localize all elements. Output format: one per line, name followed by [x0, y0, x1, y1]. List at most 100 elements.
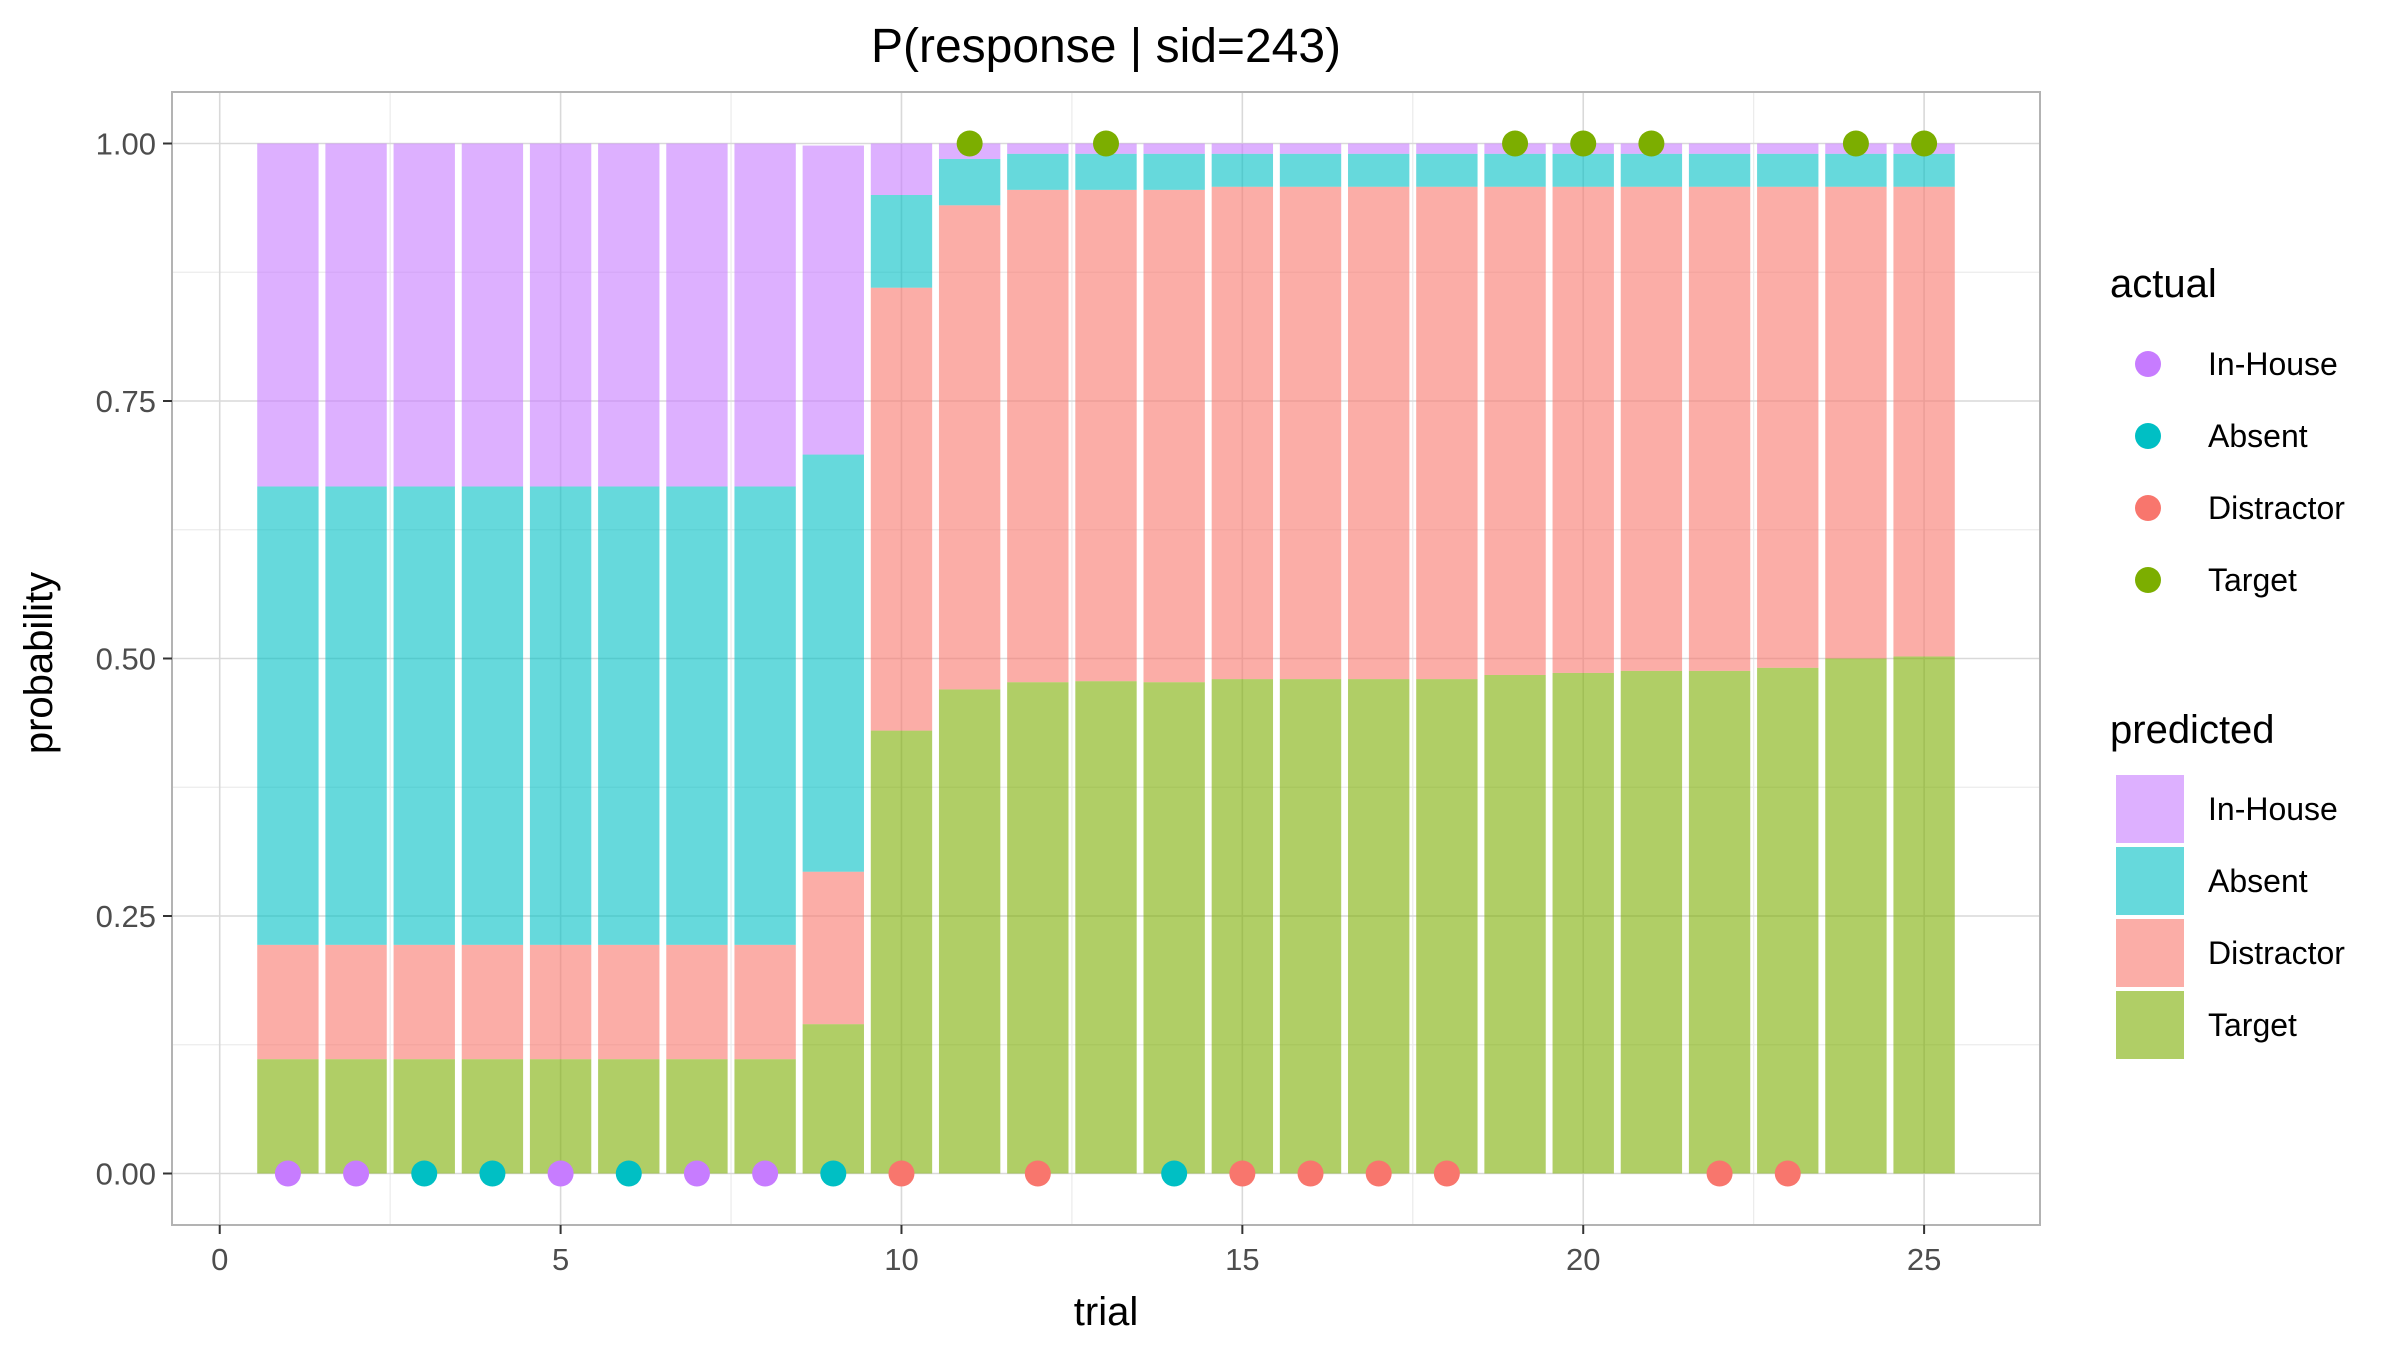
actual-point-in-house-trial-7 — [683, 1160, 710, 1187]
bar-absent-trial-15 — [1211, 153, 1274, 187]
bar-absent-trial-2 — [325, 486, 387, 945]
bar-absent-trial-6 — [598, 486, 660, 945]
y-tick-label: 0.75 — [96, 384, 156, 419]
bar-absent-trial-20 — [1552, 153, 1614, 187]
bar-in-house-trial-16 — [1279, 143, 1342, 154]
legend-actual-label: Target — [2208, 562, 2297, 598]
actual-point-distractor-trial-16 — [1297, 1160, 1324, 1187]
legend-actual-key-distractor — [2135, 495, 2161, 521]
bar-target-trial-11 — [938, 689, 1001, 1174]
legend-predicted-label: Absent — [2208, 863, 2308, 899]
bar-target-trial-1 — [257, 1059, 319, 1174]
bar-target-trial-18 — [1416, 679, 1478, 1174]
actual-point-absent-trial-14 — [1161, 1160, 1188, 1187]
x-tick-label: 25 — [1907, 1242, 1941, 1277]
x-tick-label: 5 — [552, 1242, 569, 1277]
bar-distractor-trial-4 — [461, 944, 524, 1060]
actual-point-target-trial-24 — [1842, 130, 1869, 157]
bar-in-house-trial-1 — [257, 143, 319, 487]
bar-target-trial-5 — [529, 1059, 592, 1174]
bar-absent-trial-17 — [1348, 153, 1410, 187]
bar-in-house-trial-6 — [598, 143, 660, 487]
legend-predicted-key-in-house — [2116, 775, 2184, 843]
bar-in-house-trial-5 — [529, 143, 592, 487]
bar-absent-trial-18 — [1416, 153, 1478, 187]
bar-absent-trial-21 — [1620, 153, 1683, 187]
bar-target-trial-10 — [870, 730, 933, 1174]
bar-absent-trial-4 — [461, 486, 524, 945]
bar-distractor-trial-17 — [1348, 186, 1410, 680]
bar-in-house-trial-18 — [1416, 143, 1478, 154]
bar-absent-trial-1 — [257, 486, 319, 945]
actual-point-in-house-trial-5 — [547, 1160, 574, 1187]
bar-absent-trial-13 — [1075, 153, 1137, 190]
actual-point-distractor-trial-12 — [1024, 1160, 1051, 1187]
legend-actual-label: Absent — [2208, 418, 2308, 454]
legend-predicted-key-absent — [2116, 847, 2184, 915]
bar-distractor-trial-16 — [1279, 186, 1342, 680]
legend-actual: actual In-House Absent Distractor Target — [2110, 262, 2345, 598]
bar-target-trial-8 — [734, 1059, 796, 1174]
bar-distractor-trial-20 — [1552, 186, 1614, 673]
bar-target-trial-13 — [1075, 681, 1137, 1174]
bar-absent-trial-11 — [938, 158, 1001, 206]
bar-distractor-trial-22 — [1688, 186, 1751, 671]
actual-point-in-house-trial-8 — [752, 1160, 779, 1187]
actual-point-target-trial-19 — [1502, 130, 1529, 157]
legend-actual-label: Distractor — [2208, 490, 2345, 526]
actual-point-distractor-trial-22 — [1706, 1160, 1733, 1187]
actual-point-distractor-trial-15 — [1229, 1160, 1256, 1187]
bar-target-trial-7 — [666, 1059, 728, 1174]
chart-title: P(response | sid=243) — [871, 20, 1341, 73]
actual-point-absent-trial-6 — [615, 1160, 642, 1187]
y-tick-label: 0.50 — [96, 642, 156, 677]
bar-distractor-trial-23 — [1757, 186, 1819, 668]
bar-absent-trial-19 — [1484, 153, 1546, 187]
bar-distractor-trial-7 — [666, 944, 728, 1060]
legend-actual-title: actual — [2110, 262, 2217, 306]
bar-target-trial-22 — [1688, 670, 1751, 1174]
actual-point-target-trial-25 — [1911, 130, 1938, 157]
legend-predicted-label: Target — [2208, 1007, 2297, 1043]
bar-target-trial-20 — [1552, 672, 1614, 1174]
bar-distractor-trial-9 — [802, 871, 864, 1025]
bar-distractor-trial-19 — [1484, 186, 1546, 675]
actual-point-distractor-trial-18 — [1433, 1160, 1460, 1187]
bar-distractor-trial-11 — [938, 205, 1001, 690]
bar-distractor-trial-18 — [1416, 186, 1478, 680]
actual-point-absent-trial-9 — [820, 1160, 847, 1187]
bar-absent-trial-5 — [529, 486, 592, 945]
bar-distractor-trial-10 — [870, 287, 933, 731]
bar-in-house-trial-23 — [1757, 143, 1819, 154]
actual-point-target-trial-13 — [1093, 130, 1119, 157]
bar-target-trial-24 — [1825, 658, 1887, 1174]
bar-distractor-trial-3 — [393, 944, 455, 1060]
bar-absent-trial-10 — [870, 195, 933, 288]
actual-point-distractor-trial-17 — [1365, 1160, 1392, 1187]
bar-in-house-trial-3 — [393, 143, 455, 487]
bar-in-house-trial-4 — [461, 143, 524, 487]
y-tick-label: 1.00 — [96, 127, 156, 162]
bar-absent-trial-14 — [1143, 153, 1205, 190]
bar-target-trial-3 — [393, 1059, 455, 1174]
bar-distractor-trial-14 — [1143, 189, 1205, 683]
actual-point-distractor-trial-10 — [888, 1160, 915, 1187]
bars-layer — [257, 143, 1955, 1174]
bar-in-house-trial-10 — [870, 143, 933, 195]
bar-absent-trial-23 — [1757, 153, 1819, 187]
bar-absent-trial-24 — [1825, 153, 1887, 187]
legend-predicted-key-target — [2116, 991, 2184, 1059]
actual-point-target-trial-20 — [1570, 130, 1597, 157]
bar-distractor-trial-15 — [1211, 186, 1274, 680]
x-tick-label: 10 — [884, 1242, 918, 1277]
legend-actual-label: In-House — [2208, 346, 2338, 382]
bar-target-trial-19 — [1484, 674, 1546, 1174]
legend-predicted-label: Distractor — [2208, 935, 2345, 971]
bar-distractor-trial-21 — [1620, 186, 1683, 671]
bar-target-trial-12 — [1007, 682, 1069, 1174]
bar-target-trial-9 — [802, 1024, 864, 1174]
bar-absent-trial-16 — [1279, 153, 1342, 187]
bar-target-trial-15 — [1211, 679, 1274, 1174]
